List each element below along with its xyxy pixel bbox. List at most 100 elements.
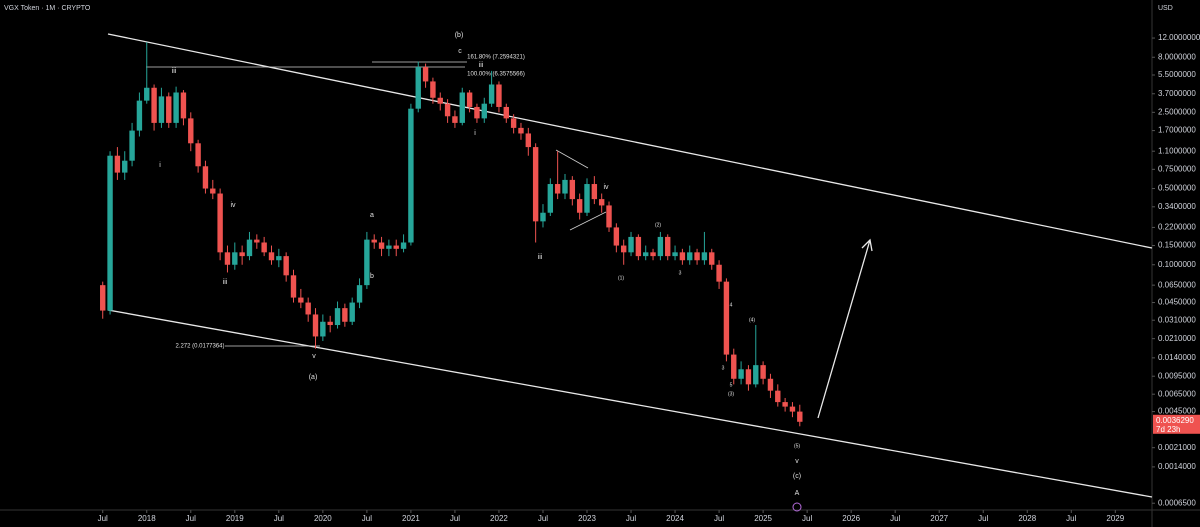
candle-body (298, 297, 304, 303)
y-tick-label: 1.7000000 (1158, 126, 1196, 135)
channel-lower (107, 309, 1153, 498)
candle-body (393, 245, 399, 249)
x-tick-label: Jul (714, 514, 724, 523)
wave-label: a (370, 212, 374, 219)
y-tick-label: 0.0095000 (1158, 371, 1196, 380)
candle-body (444, 103, 451, 117)
x-tick-label: 2028 (1018, 514, 1036, 523)
candle-body (364, 239, 370, 286)
candle-body (312, 314, 319, 337)
y-tick-label: 0.0014000 (1158, 462, 1196, 471)
x-tick-label: Jul (1066, 514, 1076, 523)
candle-body (400, 242, 407, 249)
y-tick-label: 3.7000000 (1158, 89, 1196, 98)
candle-body (283, 256, 289, 276)
fib-label: 161.80% (7.2594321) (467, 55, 525, 61)
candle-body (474, 106, 480, 119)
candle-body (188, 118, 194, 144)
candle-body (290, 275, 297, 298)
candle-body (114, 155, 121, 173)
fib-label: 100.00% (6.3575566) (467, 72, 525, 78)
x-tick-label: 2018 (138, 514, 156, 523)
x-tick-label: 2022 (490, 514, 508, 523)
candle-body (789, 406, 796, 412)
wave-label: b (370, 273, 374, 280)
x-tick-label: 2029 (1106, 514, 1124, 523)
candle-body (239, 252, 245, 257)
triangle-line (569, 211, 607, 231)
wave-label: 3 (722, 365, 725, 371)
candle-body (569, 179, 576, 200)
wave-label: (2) (655, 222, 661, 228)
candle-body (665, 236, 671, 257)
y-tick-label: 0.2200000 (1158, 223, 1196, 232)
x-tick-label: Jul (450, 514, 460, 523)
candle-body (606, 205, 612, 228)
candle-body (643, 252, 649, 257)
candle-body (327, 321, 333, 326)
wave-label: i (159, 162, 161, 169)
x-tick-label: 2020 (314, 514, 332, 523)
candle-body (782, 402, 788, 407)
candle-body (620, 245, 627, 253)
candle-body (694, 252, 700, 261)
wave-label: 4 (730, 302, 733, 308)
candle-body (459, 92, 465, 123)
candle-body (657, 236, 664, 257)
candle-body (158, 96, 165, 123)
projection-arrow (817, 238, 873, 419)
candle-body (481, 103, 487, 119)
candle-body (224, 252, 231, 265)
y-tick-label: 0.0006500 (1158, 498, 1196, 507)
x-tick-label: Jul (98, 514, 108, 523)
candle-body (136, 100, 143, 131)
wave-label: 3 (679, 270, 682, 276)
candle-body (532, 147, 539, 222)
wave-label: iii (223, 279, 228, 286)
y-tick-label: 12.0000000 (1158, 33, 1200, 42)
candle-body (701, 252, 708, 261)
wave-label: iii (538, 254, 543, 261)
candle-body (276, 256, 282, 261)
wave-label: (c) (793, 473, 801, 480)
wave-label: (a) (309, 374, 318, 381)
candle-body (371, 239, 377, 243)
candle-body (628, 236, 634, 253)
candle-body (430, 81, 436, 98)
candle-body (547, 184, 554, 213)
candle-body (305, 302, 311, 315)
triangle-line (555, 149, 589, 169)
candle-body (144, 87, 150, 101)
candle-body (100, 285, 106, 311)
candle-body (217, 193, 223, 253)
candle-body (422, 67, 429, 82)
candle-body (687, 252, 693, 261)
candle-body (437, 97, 443, 104)
candle-body (151, 87, 157, 123)
candle-body (518, 127, 524, 134)
candle-body (635, 236, 642, 257)
candle-body (349, 302, 355, 322)
x-tick-label: 2021 (402, 514, 420, 523)
x-tick-label: Jul (362, 514, 372, 523)
candle-body (320, 321, 326, 337)
wave-label: (b) (455, 32, 464, 39)
x-tick-label: 2024 (666, 514, 684, 523)
candle-body (129, 130, 135, 161)
drawings (107, 33, 1153, 512)
candle-body (334, 308, 341, 326)
x-tick-label: Jul (274, 514, 284, 523)
candle-body (166, 96, 172, 123)
x-tick-label: Jul (626, 514, 636, 523)
countdown-label: 7d 23h (1156, 425, 1180, 434)
fib-label: 2.272 (0.0177364) (175, 344, 224, 350)
x-tick-label: 2023 (578, 514, 596, 523)
candle-body (540, 212, 546, 222)
candle-body (261, 242, 267, 253)
candle-body (731, 354, 737, 379)
candle-body (202, 166, 209, 189)
chart-title: VGX Token · 1M · CRYPTO (4, 5, 91, 12)
candle-body (576, 199, 583, 213)
candle-body (650, 252, 656, 257)
